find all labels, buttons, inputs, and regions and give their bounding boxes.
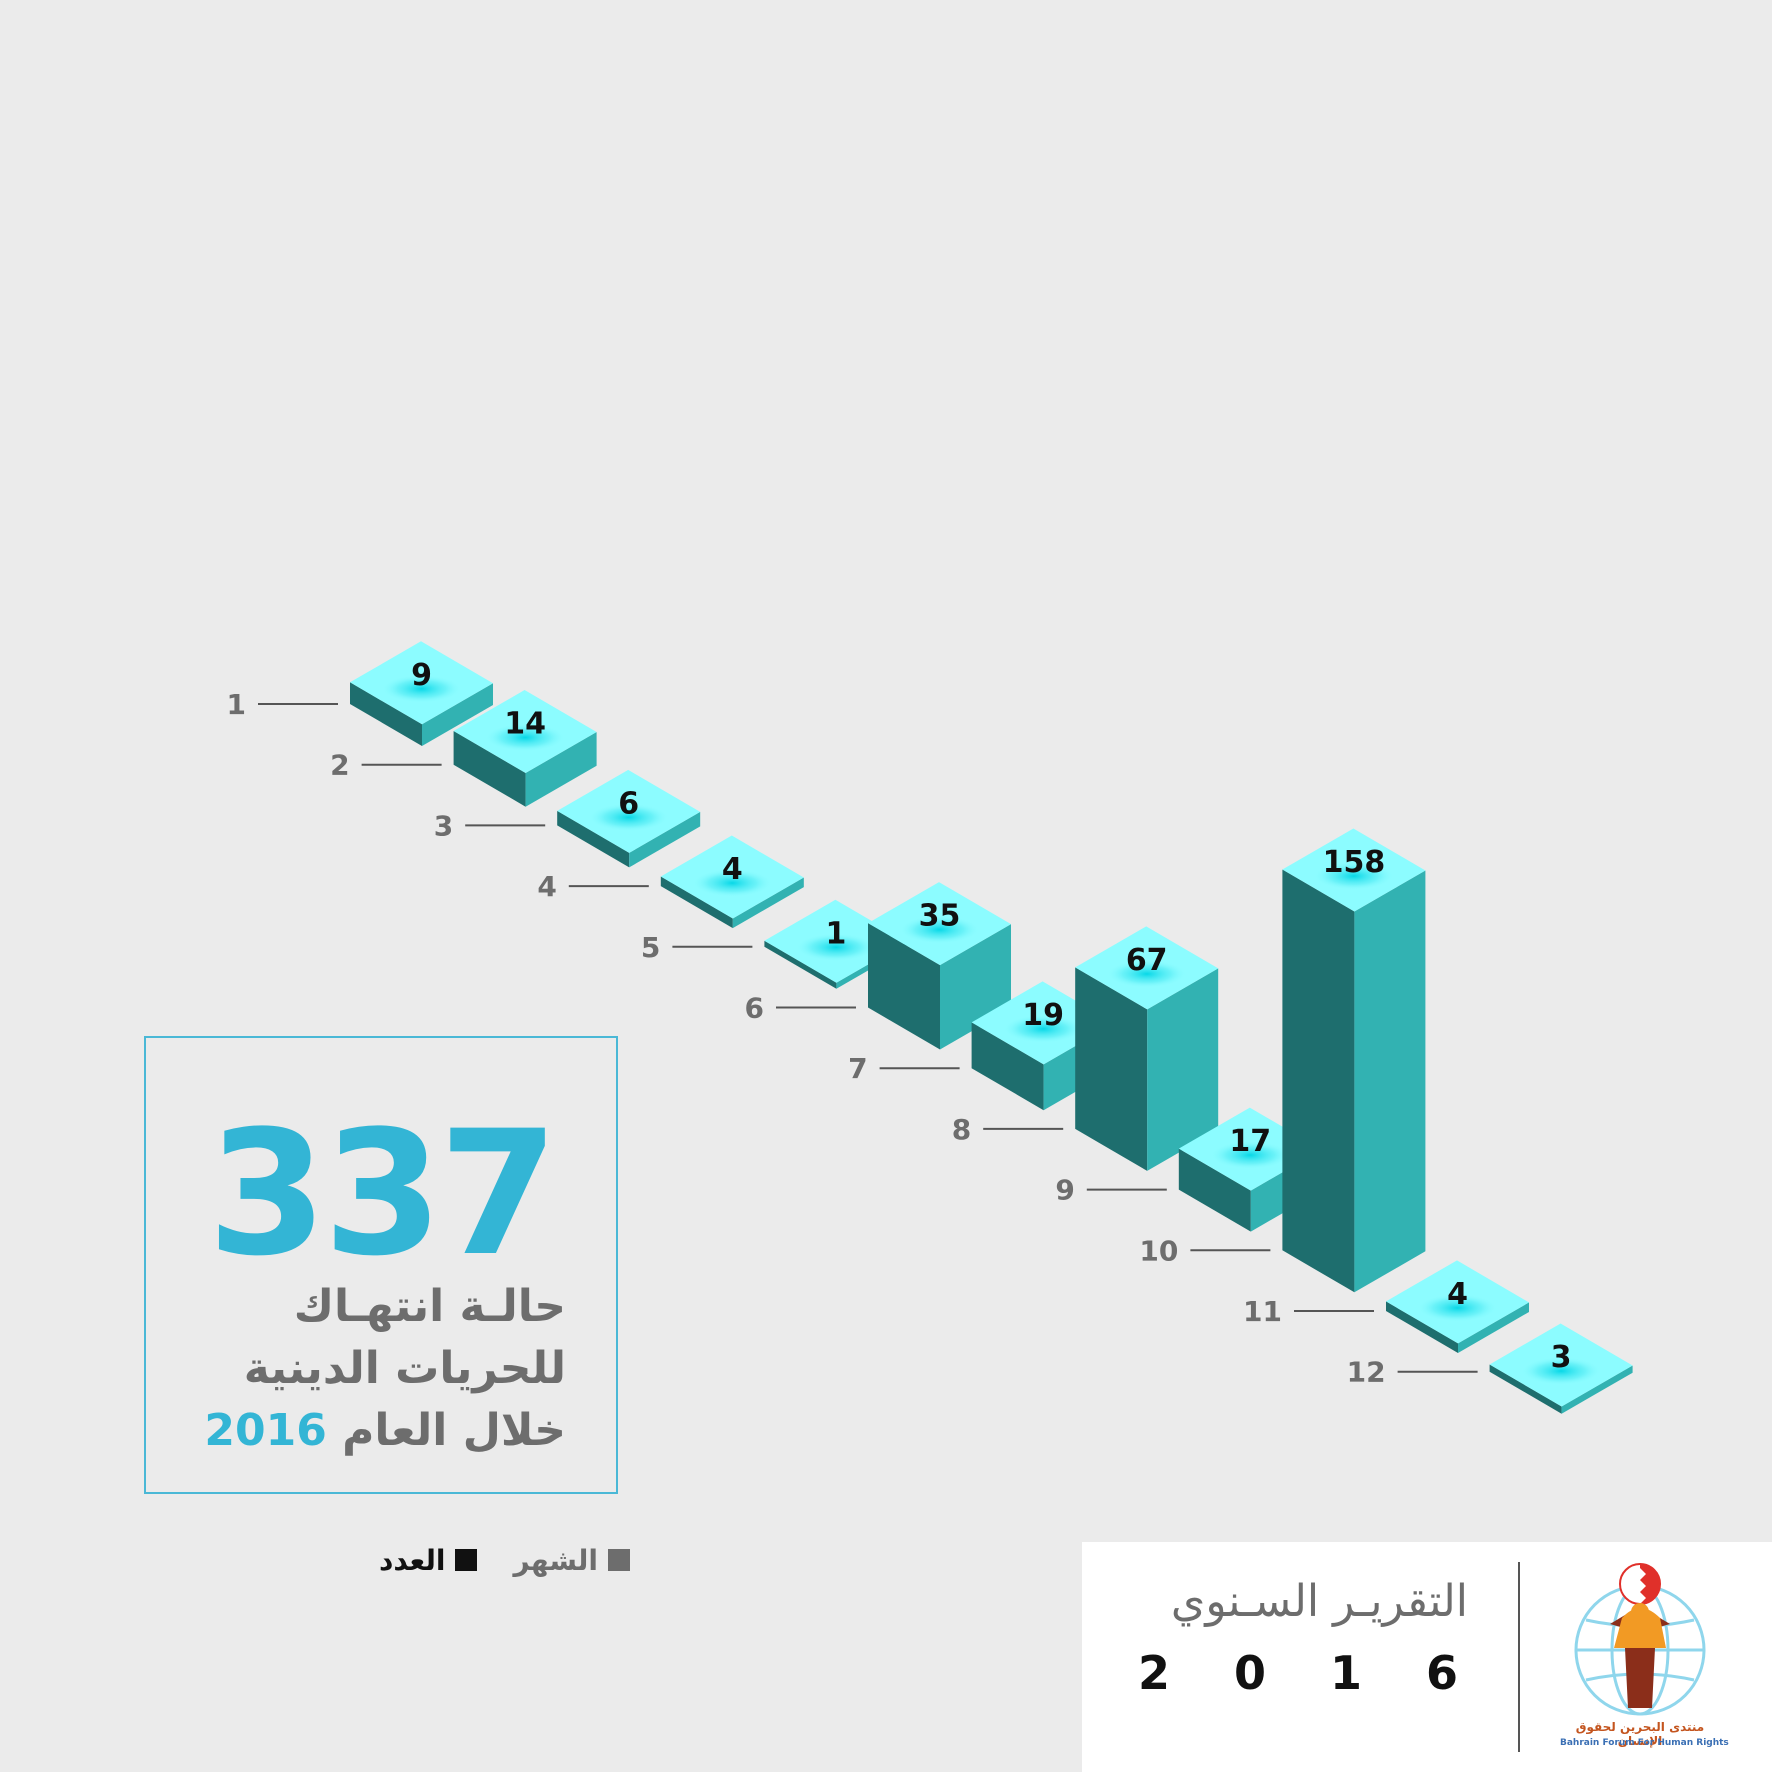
value-label: 6 bbox=[618, 786, 639, 821]
bar-left-face bbox=[1282, 869, 1355, 1293]
logo-text-arabic: منتدى البحرين لحقوق الإنسان bbox=[1575, 1720, 1705, 1748]
bar-right-face bbox=[422, 683, 493, 746]
bar-left-face bbox=[1178, 1148, 1251, 1232]
month-label: 8 bbox=[952, 1113, 971, 1146]
legend-swatch-count bbox=[455, 1549, 478, 1571]
bar-top-glow bbox=[795, 933, 876, 962]
logo-text-english: Bahrain Forum For Human Rights bbox=[1560, 1738, 1729, 1748]
bar-right-face bbox=[525, 732, 597, 807]
bar-top-glow bbox=[381, 674, 462, 703]
bar-left-face bbox=[868, 923, 940, 1050]
caption-year: 2016 bbox=[204, 1405, 327, 1456]
value-label: 9 bbox=[411, 658, 432, 693]
summary-caption: حالـة انتهـاك للحريات الدينية خلال العام… bbox=[186, 1276, 566, 1462]
month-label: 2 bbox=[330, 749, 349, 782]
bar-top-glow bbox=[485, 723, 566, 752]
bar-month-3: 36 bbox=[434, 769, 701, 868]
caption-line-2: للحريات الدينية bbox=[243, 1343, 566, 1394]
summary-box: 337 حالـة انتهـاك للحريات الدينية خلال ا… bbox=[144, 1036, 618, 1494]
bar-top-glow bbox=[588, 803, 669, 832]
month-label: 10 bbox=[1139, 1234, 1178, 1267]
value-label: 19 bbox=[1022, 998, 1064, 1033]
caption-line-1: حالـة انتهـاك bbox=[293, 1281, 566, 1332]
bar-right-face bbox=[1354, 870, 1426, 1293]
bar-month-6: 6 35 bbox=[745, 882, 1011, 1050]
globe-figure-icon bbox=[1574, 1563, 1706, 1716]
bar-month-2: 2 14 bbox=[330, 690, 597, 807]
bar-left-face bbox=[971, 1022, 1044, 1111]
bar-left-face bbox=[350, 682, 422, 746]
bar-top-glow bbox=[1003, 1014, 1084, 1043]
value-label: 17 bbox=[1229, 1124, 1271, 1159]
month-label: 6 bbox=[745, 992, 764, 1025]
footer-divider bbox=[1518, 1562, 1520, 1752]
bar-right-face bbox=[732, 877, 804, 929]
bar-top-glow bbox=[899, 915, 980, 944]
month-label: 7 bbox=[848, 1052, 867, 1085]
bar-month-10: 10 158 bbox=[1139, 828, 1426, 1293]
value-label: 35 bbox=[919, 899, 961, 934]
month-label: 3 bbox=[434, 809, 453, 842]
bar-top-glow bbox=[1417, 1293, 1498, 1322]
bahrain-forum-logo-icon: منتدى البحرين لحقوق الإنسان Bahrain Foru… bbox=[1560, 1558, 1729, 1754]
report-title: التقريـر السـنوي bbox=[1170, 1576, 1468, 1627]
year-digit: 1 bbox=[1329, 1646, 1362, 1700]
bar-month-12: 12 3 bbox=[1347, 1323, 1633, 1414]
bar-top-glow bbox=[692, 869, 773, 897]
caption-line-3: خلال العام 2016 bbox=[186, 1400, 566, 1462]
bar-top-glow bbox=[1313, 862, 1394, 890]
footer-panel: التقريـر السـنوي 2 0 1 6 منتدى البحرين ل… bbox=[1082, 1542, 1772, 1772]
bar-top-glow bbox=[1521, 1357, 1602, 1385]
bar-month-11: 11 4 bbox=[1243, 1260, 1529, 1353]
bar-right-face bbox=[629, 811, 701, 868]
bar-left-face bbox=[1075, 967, 1148, 1171]
report-year: 2 0 1 6 bbox=[1138, 1646, 1458, 1700]
legend: الشهر العدد bbox=[300, 1540, 630, 1580]
legend-item-count: العدد bbox=[379, 1543, 478, 1577]
legend-label-count: العدد bbox=[379, 1543, 446, 1577]
bar-left-face bbox=[660, 876, 733, 929]
bar-right-face bbox=[1458, 1302, 1529, 1353]
bar-left-face bbox=[764, 940, 837, 989]
month-label: 12 bbox=[1347, 1356, 1386, 1389]
month-label: 11 bbox=[1243, 1295, 1282, 1328]
value-label: 14 bbox=[504, 707, 546, 742]
caption-line-3-text: خلال العام bbox=[342, 1405, 566, 1456]
month-label: 4 bbox=[537, 870, 556, 903]
bar-top-glow bbox=[1106, 959, 1187, 988]
value-label: 4 bbox=[1447, 1277, 1468, 1312]
year-digit: 6 bbox=[1425, 1646, 1458, 1700]
year-digit: 0 bbox=[1233, 1646, 1266, 1700]
value-label: 3 bbox=[1551, 1340, 1572, 1375]
month-label: 1 bbox=[227, 688, 246, 721]
value-label: 67 bbox=[1126, 943, 1168, 978]
bar-left-face bbox=[1489, 1364, 1562, 1414]
legend-swatch-month bbox=[608, 1549, 630, 1571]
value-label: 1 bbox=[825, 916, 846, 951]
total-count: 337 bbox=[207, 1093, 558, 1294]
bar-left-face bbox=[1386, 1301, 1458, 1353]
bar-right-face bbox=[1147, 968, 1219, 1171]
value-label: 158 bbox=[1323, 845, 1386, 880]
bar-left-face bbox=[453, 731, 526, 807]
bar-right-face bbox=[1561, 1365, 1633, 1414]
legend-item-month: الشهر bbox=[513, 1544, 630, 1577]
year-digit: 2 bbox=[1138, 1646, 1171, 1700]
month-label: 9 bbox=[1055, 1174, 1074, 1207]
bar-month-1: 19 bbox=[227, 641, 493, 746]
bar-left-face bbox=[557, 810, 630, 868]
month-label: 5 bbox=[641, 931, 660, 964]
value-label: 4 bbox=[722, 852, 743, 887]
legend-label-month: الشهر bbox=[513, 1543, 598, 1577]
bar-top-glow bbox=[1210, 1141, 1291, 1170]
bar-month-8: 8 67 bbox=[952, 926, 1219, 1171]
